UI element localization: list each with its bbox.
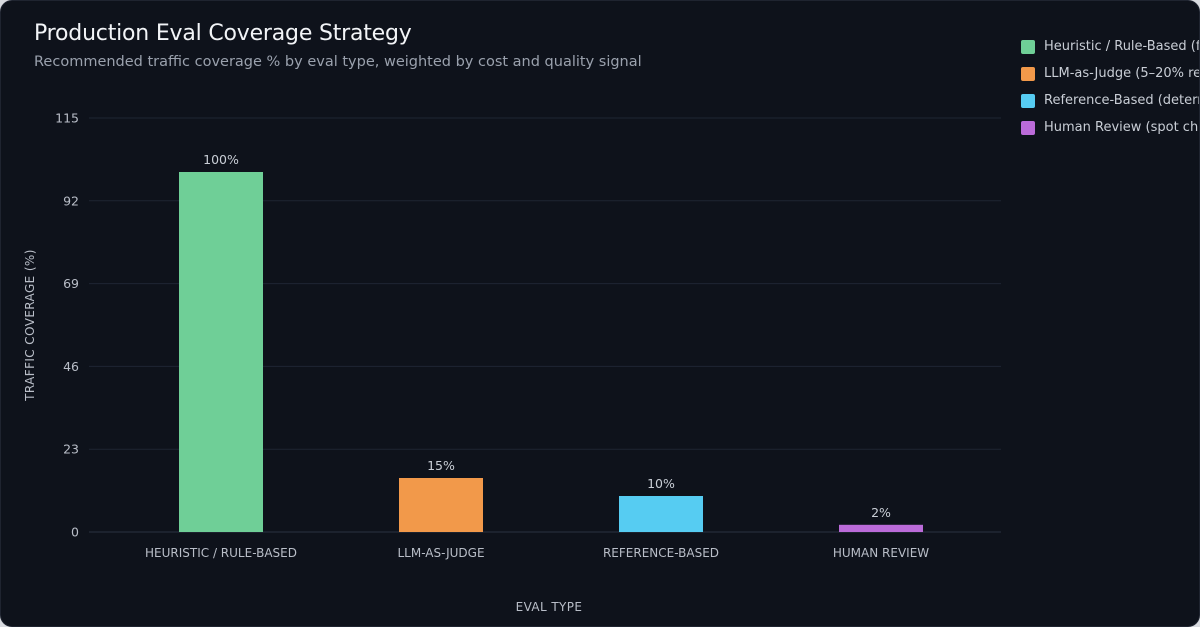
- x-axis-title: EVAL TYPE: [516, 600, 583, 614]
- bar: [399, 478, 483, 532]
- y-tick-label: 23: [63, 442, 79, 457]
- y-tick-label: 69: [63, 276, 79, 291]
- chart-title: Production Eval Coverage Strategy: [34, 21, 412, 46]
- y-tick-label: 0: [71, 525, 79, 540]
- data-label: 100%: [203, 152, 239, 167]
- legend-item-llm-judge[interactable]: LLM-as-Judge (5–20% rec: [1021, 60, 1200, 87]
- x-tick-label: HEURISTIC / RULE-BASED: [145, 546, 297, 560]
- data-label: 10%: [647, 476, 675, 491]
- x-tick-label: HUMAN REVIEW: [833, 546, 929, 560]
- legend-label: Heuristic / Rule-Based (fas: [1044, 39, 1200, 54]
- legend-label: Reference-Based (determi: [1044, 93, 1200, 108]
- x-tick-label: LLM-AS-JUDGE: [397, 546, 484, 560]
- bar: [619, 496, 703, 532]
- legend-item-human-review[interactable]: Human Review (spot chec: [1021, 114, 1200, 141]
- chart-subtitle: Recommended traffic coverage % by eval t…: [34, 54, 642, 70]
- legend-swatch: [1021, 120, 1035, 135]
- bar: [179, 172, 263, 532]
- data-label: 2%: [871, 505, 891, 520]
- legend-label: LLM-as-Judge (5–20% rec: [1044, 66, 1200, 81]
- y-tick-label: 92: [63, 193, 79, 208]
- legend-label: Human Review (spot chec: [1044, 120, 1200, 135]
- legend-swatch: [1021, 39, 1035, 54]
- bar: [839, 524, 923, 532]
- y-tick-label: 46: [63, 359, 79, 374]
- legend-swatch: [1021, 93, 1035, 108]
- y-axis-title: TRAFFIC COVERAGE (%): [23, 249, 37, 402]
- chart-legend: Heuristic / Rule-Based (fas LLM-as-Judge…: [1021, 33, 1200, 141]
- data-label: 15%: [427, 458, 455, 473]
- legend-item-heuristic[interactable]: Heuristic / Rule-Based (fas: [1021, 33, 1200, 60]
- x-tick-label: REFERENCE-BASED: [603, 546, 719, 560]
- legend-item-reference[interactable]: Reference-Based (determi: [1021, 87, 1200, 114]
- y-tick-label: 115: [55, 111, 79, 126]
- legend-swatch: [1021, 66, 1035, 81]
